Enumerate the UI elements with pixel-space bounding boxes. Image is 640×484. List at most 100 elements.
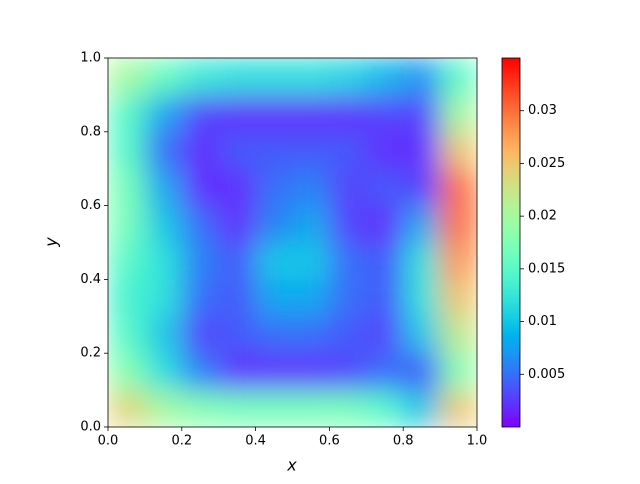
heatmap-cell xyxy=(181,353,220,391)
heatmap-cell xyxy=(329,279,367,317)
heatmap-cell xyxy=(366,58,404,96)
y-tick-label: 0.4 xyxy=(80,272,101,287)
heatmap-cell xyxy=(366,390,404,427)
heatmap-cell xyxy=(403,242,441,280)
x-tick-label: 0.2 xyxy=(171,434,192,449)
heatmap-cell xyxy=(366,168,404,207)
heatmap-cell xyxy=(329,94,367,133)
heatmap-cell xyxy=(144,390,183,427)
heatmap-cell xyxy=(108,131,146,170)
axes-frame xyxy=(107,57,478,428)
heatmap-cell xyxy=(218,205,257,243)
colorbar xyxy=(501,57,521,428)
heatmap-cell xyxy=(218,279,257,317)
heatmap-cell xyxy=(218,390,257,427)
colorbar-tick-label: 0.02 xyxy=(528,209,557,224)
heatmap-cell xyxy=(403,205,441,243)
heatmap-cell xyxy=(440,242,477,280)
heatmap-cell xyxy=(403,131,441,170)
heatmap-cell xyxy=(108,242,146,280)
heatmap-cell xyxy=(440,94,477,133)
heatmap-cell xyxy=(366,316,404,354)
heatmap-area xyxy=(108,58,477,427)
heatmap-cell xyxy=(218,316,257,354)
heatmap-cell xyxy=(108,205,146,243)
heatmap-cell xyxy=(440,58,477,96)
heatmap-cell xyxy=(403,316,441,354)
heatmap-cell xyxy=(181,168,220,207)
heatmap-cell xyxy=(218,242,257,280)
heatmap-cell xyxy=(144,279,183,317)
y-tick-label: 0.8 xyxy=(80,124,101,139)
heatmap-cell xyxy=(144,353,183,391)
heatmap-cell xyxy=(181,58,220,96)
heatmap-cell xyxy=(108,390,146,427)
heatmap-cell xyxy=(366,242,404,280)
colorbar-tick-label: 0.01 xyxy=(528,314,557,329)
heatmap-cell xyxy=(144,94,183,133)
heatmap-cell xyxy=(440,168,477,207)
heatmap-cell xyxy=(181,390,220,427)
heatmap-cell xyxy=(144,316,183,354)
heatmap-cell xyxy=(366,279,404,317)
heatmap-cell xyxy=(108,316,146,354)
heatmap-cell xyxy=(440,205,477,243)
heatmap-cell xyxy=(218,58,257,96)
colorbar-tick-label: 0.005 xyxy=(528,367,565,382)
heatmap-cell xyxy=(255,316,293,354)
y-tick-label: 0.0 xyxy=(80,420,101,435)
heatmap-cell xyxy=(440,390,477,427)
colorbar-tick-label: 0.025 xyxy=(528,156,565,171)
heatmap-cell xyxy=(403,58,441,96)
heatmap-cell xyxy=(366,131,404,170)
x-tick-label: 0.4 xyxy=(245,434,266,449)
heatmap-cell xyxy=(366,353,404,391)
x-tick-label: 0.6 xyxy=(319,434,340,449)
heatmap-cell xyxy=(403,390,441,427)
heatmap-cell xyxy=(255,168,293,207)
heatmap-cell xyxy=(329,316,367,354)
heatmap-cell xyxy=(292,353,330,391)
heatmap-cell xyxy=(144,168,183,207)
x-axis-label: x xyxy=(286,456,297,475)
heatmap-cell xyxy=(292,316,330,354)
heatmap-cell xyxy=(329,131,367,170)
heatmap-cell xyxy=(108,168,146,207)
heatmap-cell xyxy=(366,94,404,133)
heatmap-cell xyxy=(255,353,293,391)
heatmap-cell xyxy=(144,58,183,96)
heatmap-cell xyxy=(181,94,220,133)
x-tick-label: 0.8 xyxy=(393,434,414,449)
x-tick-label: 0.0 xyxy=(98,434,119,449)
heatmap-cell xyxy=(255,390,293,427)
heatmap-cell xyxy=(144,205,183,243)
heatmap-cell xyxy=(292,131,330,170)
heatmap-cell xyxy=(108,58,146,96)
heatmap-cell xyxy=(181,279,220,317)
heatmap-cell xyxy=(440,279,477,317)
y-tick-label: 0.2 xyxy=(80,346,101,361)
heatmap-cell xyxy=(218,131,257,170)
heatmap-cell xyxy=(292,58,330,96)
heatmap-cell xyxy=(255,205,293,243)
heatmap-cell xyxy=(218,94,257,133)
heatmap-cell xyxy=(255,58,293,96)
heatmap-cell xyxy=(292,205,330,243)
heatmap-cell xyxy=(255,131,293,170)
y-axis-label: y xyxy=(42,237,61,248)
heatmap-cell xyxy=(440,131,477,170)
heatmap-cell xyxy=(440,316,477,354)
x-tick-label: 1.0 xyxy=(467,434,488,449)
heatmap-cell xyxy=(329,390,367,427)
heatmap-cell xyxy=(329,205,367,243)
heatmap-cell xyxy=(181,316,220,354)
heatmap-cell xyxy=(255,94,293,133)
heatmap-cell xyxy=(218,353,257,391)
heatmap-cell xyxy=(181,205,220,243)
heatmap-cell xyxy=(144,131,183,170)
y-tick-label: 0.6 xyxy=(80,198,101,213)
heatmap-cell xyxy=(181,131,220,170)
heatmap-cell xyxy=(292,242,330,280)
heatmap-cell xyxy=(108,353,146,391)
